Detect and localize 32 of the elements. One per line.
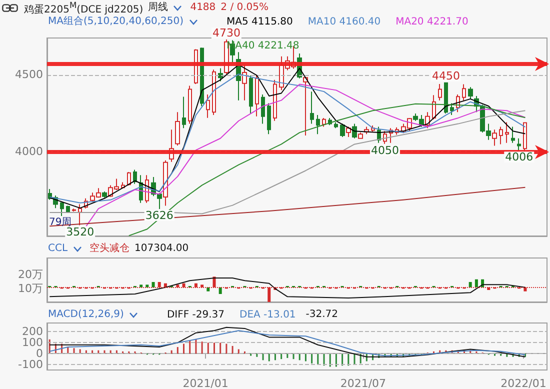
x-tick-label: 2022/01 (500, 377, 546, 389)
x-tick-label: 2021/07 (340, 377, 386, 389)
annotation: 4050 (370, 144, 399, 157)
x-tick-label: 2021/01 (182, 377, 228, 389)
y-tick-label: -100 (17, 358, 43, 371)
y-tick-label: 20万 (17, 268, 43, 282)
text: MA20 4221.70 (396, 16, 468, 28)
annotation: 3626 (145, 208, 174, 222)
text: CCL (48, 242, 68, 256)
y-tick-label: 10万 (17, 282, 43, 295)
chart-title: 鸡蛋2205$^{M}$(DCE jd2205) (24, 0, 144, 16)
y-tick-label: 4000 (14, 144, 43, 158)
y-tick-label: 100 (21, 336, 43, 349)
series-label: DEA -13.01 (240, 310, 296, 320)
text: 4188 (190, 1, 216, 15)
annotation: 4450 (432, 70, 460, 83)
text: MA组合(5,10,20,40,60,250) (48, 15, 184, 29)
text: MA10 4160.40 (308, 16, 381, 28)
annotation: 4006 (505, 150, 534, 164)
text: 周线 (148, 1, 168, 15)
text: 2 / 0.05% (220, 1, 269, 15)
text: MA5 4115.80 (226, 16, 293, 28)
text: MACD(12,26,9) (48, 308, 124, 322)
y-tick-label: 4500 (14, 68, 43, 81)
y-tick-label: 0 (36, 346, 43, 360)
text: 空头减仓 (90, 242, 130, 256)
text: -32.72 (306, 308, 338, 322)
y-tick-label: 200 (21, 324, 43, 338)
text: 107304.00 (134, 242, 189, 256)
annotation: 4730 (212, 26, 240, 40)
annotation: 3520 (66, 225, 94, 238)
series-label: DIFF -29.37 (166, 310, 225, 320)
